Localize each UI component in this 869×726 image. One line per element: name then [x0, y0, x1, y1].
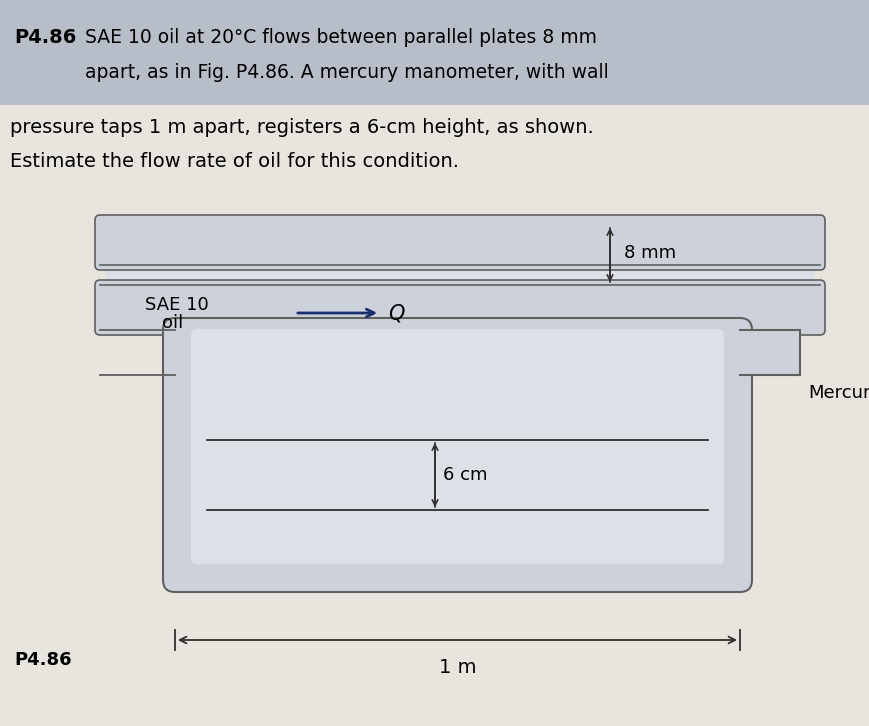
Text: pressure taps 1 m apart, registers a 6-cm height, as shown.: pressure taps 1 m apart, registers a 6-c… [10, 118, 593, 137]
Text: $Q$: $Q$ [388, 302, 405, 324]
Text: oil: oil [162, 314, 183, 332]
Bar [734, 330, 799, 375]
Text: 8 mm: 8 mm [623, 243, 675, 261]
Text: Estimate the flow rate of oil for this condition.: Estimate the flow rate of oil for this c… [10, 152, 459, 171]
Bar [105, 265, 814, 285]
Text: SAE 10 oil at 20°C flows between parallel plates 8 mm: SAE 10 oil at 20°C flows between paralle… [85, 28, 596, 47]
Text: P4.86: P4.86 [14, 651, 71, 669]
FancyBboxPatch shape [95, 280, 824, 335]
Text: 6 cm: 6 cm [442, 466, 487, 484]
Bar [0, 0, 869, 105]
Text: 1 m: 1 m [438, 658, 475, 677]
Text: P4.86: P4.86 [14, 28, 76, 47]
FancyBboxPatch shape [95, 215, 824, 270]
Text: SAE 10: SAE 10 [145, 296, 209, 314]
Text: Mercury: Mercury [807, 383, 869, 401]
FancyBboxPatch shape [163, 318, 751, 592]
Text: apart, as in Fig. P4.86. A mercury manometer, with wall: apart, as in Fig. P4.86. A mercury manom… [85, 63, 608, 82]
FancyBboxPatch shape [191, 329, 723, 564]
